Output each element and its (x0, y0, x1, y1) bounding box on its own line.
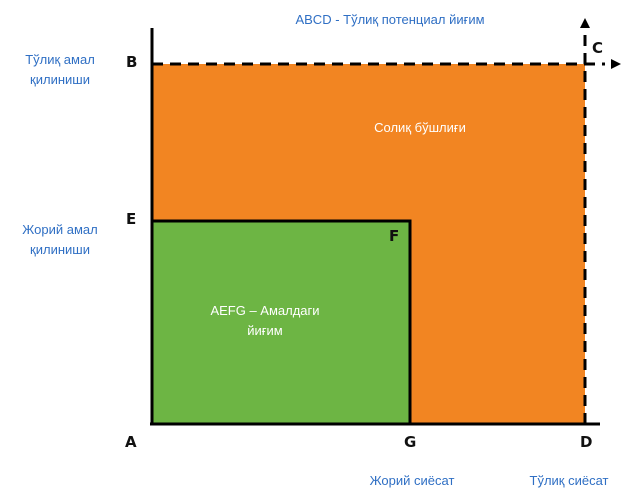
full-compliance-label-line1: Тўлиқ амал (25, 52, 95, 67)
actual-collection-label: AEFG – Амалдаги йиғим (185, 301, 345, 341)
current-compliance-label-line1: Жорий амал (22, 222, 98, 237)
full-compliance-label-line2: қилиниши (30, 72, 90, 87)
point-e-label: E (126, 210, 137, 228)
point-f-label: F (389, 227, 400, 245)
up-arrow-icon (580, 18, 590, 28)
actual-collection-label-line2: йиғим (247, 323, 283, 338)
point-a-label: A (125, 433, 137, 451)
current-policy-label: Жорий сиёсат (369, 473, 455, 488)
point-g-label: G (404, 433, 417, 451)
full-policy-label: Тўлиқ сиёсат (529, 473, 609, 488)
point-c-label: C (592, 39, 604, 57)
full-compliance-label: Тўлиқ амал қилиниши (4, 50, 116, 90)
actual-collection-area (150, 219, 412, 426)
tax-gap-label: Солиқ бўшлиғи (374, 120, 466, 135)
point-b-label: B (126, 53, 138, 71)
current-compliance-label-line2: қилиниши (30, 242, 90, 257)
diagram-title: ABCD - Тўлиқ потенциал йиғим (295, 12, 485, 27)
right-arrow-icon (611, 59, 621, 69)
point-d-label: D (580, 433, 593, 451)
current-compliance-label: Жорий амал қилиниши (4, 220, 116, 260)
actual-collection-label-line1: AEFG – Амалдаги (210, 303, 320, 318)
